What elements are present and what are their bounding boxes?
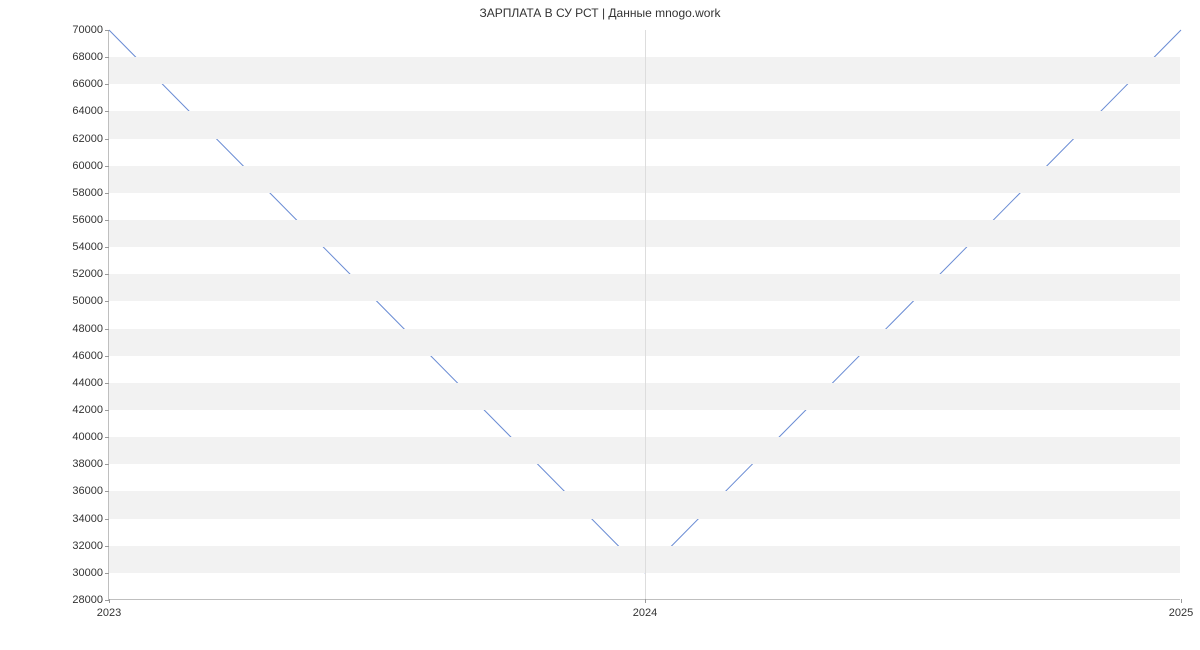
y-tick-label: 70000 [72, 24, 103, 36]
x-tick-label: 2024 [633, 607, 657, 619]
y-tick-label: 58000 [72, 187, 103, 199]
chart-title: ЗАРПЛАТА В СУ РСТ | Данные mnogo.work [0, 6, 1200, 20]
y-tick-mark [105, 57, 109, 58]
y-tick-mark [105, 573, 109, 574]
y-tick-mark [105, 84, 109, 85]
y-tick-mark [105, 356, 109, 357]
y-tick-label: 44000 [72, 377, 103, 389]
y-tick-label: 54000 [72, 241, 103, 253]
y-tick-mark [105, 139, 109, 140]
y-tick-mark [105, 410, 109, 411]
y-tick-label: 56000 [72, 214, 103, 226]
y-tick-label: 60000 [72, 160, 103, 172]
y-tick-label: 38000 [72, 458, 103, 470]
x-tick-mark [645, 599, 646, 603]
y-tick-label: 66000 [72, 78, 103, 90]
y-tick-mark [105, 383, 109, 384]
y-tick-label: 34000 [72, 513, 103, 525]
y-tick-label: 46000 [72, 350, 103, 362]
y-tick-mark [105, 30, 109, 31]
y-tick-mark [105, 220, 109, 221]
y-tick-label: 50000 [72, 295, 103, 307]
x-tick-mark [109, 599, 110, 603]
y-tick-mark [105, 193, 109, 194]
y-tick-label: 40000 [72, 431, 103, 443]
y-tick-label: 68000 [72, 51, 103, 63]
y-tick-label: 52000 [72, 268, 103, 280]
y-tick-mark [105, 491, 109, 492]
y-tick-mark [105, 166, 109, 167]
y-tick-label: 32000 [72, 540, 103, 552]
x-tick-label: 2025 [1169, 607, 1193, 619]
y-tick-mark [105, 329, 109, 330]
salary-line-chart: ЗАРПЛАТА В СУ РСТ | Данные mnogo.work 28… [0, 0, 1200, 650]
y-tick-label: 48000 [72, 323, 103, 335]
y-tick-mark [105, 546, 109, 547]
x-tick-label: 2023 [97, 607, 121, 619]
y-tick-mark [105, 437, 109, 438]
y-tick-label: 36000 [72, 485, 103, 497]
y-tick-mark [105, 111, 109, 112]
y-tick-mark [105, 301, 109, 302]
y-tick-mark [105, 519, 109, 520]
x-gridline [645, 30, 646, 599]
y-tick-mark [105, 274, 109, 275]
x-tick-mark [1181, 599, 1182, 603]
plot-area: 2800030000320003400036000380004000042000… [108, 30, 1180, 600]
y-tick-mark [105, 247, 109, 248]
y-tick-label: 28000 [72, 594, 103, 606]
y-tick-label: 62000 [72, 133, 103, 145]
y-tick-mark [105, 464, 109, 465]
y-tick-label: 30000 [72, 567, 103, 579]
y-tick-label: 64000 [72, 105, 103, 117]
y-tick-label: 42000 [72, 404, 103, 416]
